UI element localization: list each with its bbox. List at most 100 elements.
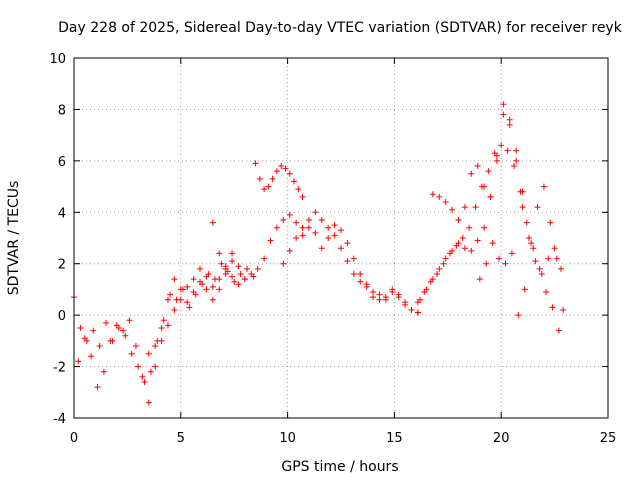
data-point <box>540 183 547 190</box>
data-point <box>519 204 526 211</box>
data-point <box>171 307 178 313</box>
data-point <box>459 235 466 241</box>
data-point <box>197 265 204 272</box>
data-point <box>273 168 280 175</box>
data-point <box>305 217 312 223</box>
data-point <box>500 111 507 118</box>
data-point <box>96 343 103 349</box>
data-point <box>417 296 424 303</box>
data-point <box>318 245 325 252</box>
data-point <box>235 263 242 270</box>
data-point <box>164 322 171 329</box>
data-point <box>94 384 101 391</box>
x-tick-label: 5 <box>177 431 185 446</box>
data-point <box>468 247 475 254</box>
data-point <box>216 250 223 257</box>
data-point <box>100 368 107 375</box>
data-point <box>523 219 530 226</box>
data-point <box>545 255 552 262</box>
data-point <box>113 322 120 329</box>
data-point <box>237 271 244 277</box>
data-point <box>147 368 154 375</box>
data-point <box>164 296 171 303</box>
data-point <box>209 283 216 290</box>
data-point <box>88 353 95 360</box>
data-point <box>229 258 236 265</box>
data-point <box>293 219 300 226</box>
data-point <box>278 163 285 169</box>
y-tick-label: 8 <box>58 103 66 118</box>
data-point <box>254 265 261 272</box>
data-point <box>338 227 344 234</box>
x-tick-label: 25 <box>600 431 617 446</box>
data-point <box>502 260 509 267</box>
data-point <box>177 296 184 303</box>
data-point <box>190 289 197 295</box>
data-point <box>291 178 298 185</box>
y-tick-label: 6 <box>58 155 66 170</box>
data-point <box>216 286 223 293</box>
axis-ticks: 0 5 10 15 20 25 -4 -2 0 2 4 6 8 10 <box>49 52 616 446</box>
data-point <box>184 299 191 306</box>
data-point <box>472 204 479 211</box>
data-point <box>549 304 556 311</box>
data-point <box>299 232 306 239</box>
data-point <box>152 343 159 349</box>
data-point <box>449 206 456 213</box>
data-point <box>126 317 133 324</box>
data-point <box>235 281 242 288</box>
data-point <box>286 170 293 177</box>
data-point <box>158 337 165 344</box>
data-point <box>280 217 287 223</box>
y-tick-label: 2 <box>58 258 66 273</box>
data-point <box>186 304 193 311</box>
data-point <box>493 157 500 164</box>
data-point <box>248 271 255 277</box>
data-point <box>122 332 129 339</box>
data-point <box>209 296 216 303</box>
data-point <box>455 240 462 247</box>
data-point <box>483 260 490 267</box>
data-point <box>299 224 306 231</box>
data-point <box>331 232 338 239</box>
data-point <box>286 211 293 218</box>
y-axis-label: SDTVAR / TECUs <box>6 181 22 296</box>
data-point <box>468 170 475 177</box>
data-point <box>434 271 441 277</box>
data-point <box>280 260 287 267</box>
data-point <box>414 309 421 316</box>
data-point <box>171 276 178 283</box>
data-point <box>286 247 293 254</box>
data-point <box>261 255 268 262</box>
data-point <box>244 265 251 272</box>
x-tick-label: 0 <box>70 431 78 446</box>
data-point <box>312 209 319 216</box>
data-point <box>357 271 364 277</box>
y-tick-label: 10 <box>49 52 66 67</box>
data-point <box>525 235 532 241</box>
data-point <box>500 101 507 108</box>
data-point <box>466 224 473 231</box>
data-point <box>376 296 383 303</box>
data-point <box>312 229 319 236</box>
data-point <box>536 265 543 272</box>
data-point <box>203 286 210 293</box>
data-point <box>252 160 259 167</box>
chart-title: Day 228 of 2025, Sidereal Day-to-day VTE… <box>58 20 623 36</box>
data-point <box>558 265 565 272</box>
data-point <box>528 240 535 247</box>
data-point <box>261 186 268 193</box>
data-point <box>139 373 146 380</box>
data-point <box>209 219 216 226</box>
data-point <box>331 222 338 229</box>
data-point <box>489 240 496 247</box>
data-point <box>476 276 483 283</box>
data-point <box>408 307 415 313</box>
data-point <box>141 379 148 385</box>
x-tick-label: 15 <box>386 431 403 446</box>
data-point <box>135 363 142 370</box>
data-point <box>267 237 274 244</box>
data-point <box>241 276 248 283</box>
data-point <box>481 224 488 231</box>
data-point <box>305 224 312 231</box>
